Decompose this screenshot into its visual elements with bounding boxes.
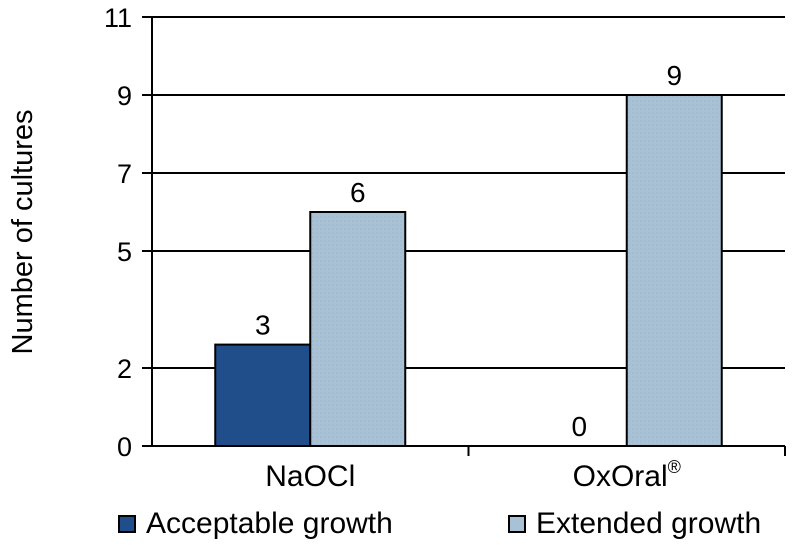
bar-extended-growth-oxoral [625,94,723,447]
y-tick-label-11: 11 [104,3,132,33]
data-label-extended-growth-naocl: 6 [350,177,366,208]
legend-label-acceptable: Acceptable growth [146,507,393,540]
legend-swatch-acceptable [118,515,136,533]
y-tick-label-5: 5 [117,237,132,267]
legend-item-acceptable: Acceptable growth [118,507,393,541]
legend-label-extended: Extended growth [536,507,762,540]
legend: Acceptable growth Extended growth [0,503,799,547]
registered-mark: ® [668,457,681,477]
legend-swatch-extended [508,515,526,533]
y-tick-label-9: 9 [117,81,132,111]
data-label-acceptable-growth-oxoral: 0 [571,411,587,442]
data-label-acceptable-growth-naocl: 3 [255,310,271,341]
category-label-naocl: NaOCl [265,460,355,493]
y-tick-label-2: 2 [117,354,132,384]
bar-chart: Number of cultures 0 2 5 7 9 11 3 6 NaOCl 0 9 OxOra… [7,3,786,493]
bar-acceptable-growth-naocl [214,343,312,448]
y-axis-title: Number of cultures [7,110,39,355]
bar-extended-growth-naocl [309,211,407,447]
y-tick-label-0: 0 [117,432,132,462]
legend-item-extended: Extended growth [508,507,761,541]
y-tick-label-7: 7 [117,159,132,189]
data-label-extended-growth-oxoral: 9 [666,60,682,91]
category-label-oxoral: OxOral® [573,457,681,493]
